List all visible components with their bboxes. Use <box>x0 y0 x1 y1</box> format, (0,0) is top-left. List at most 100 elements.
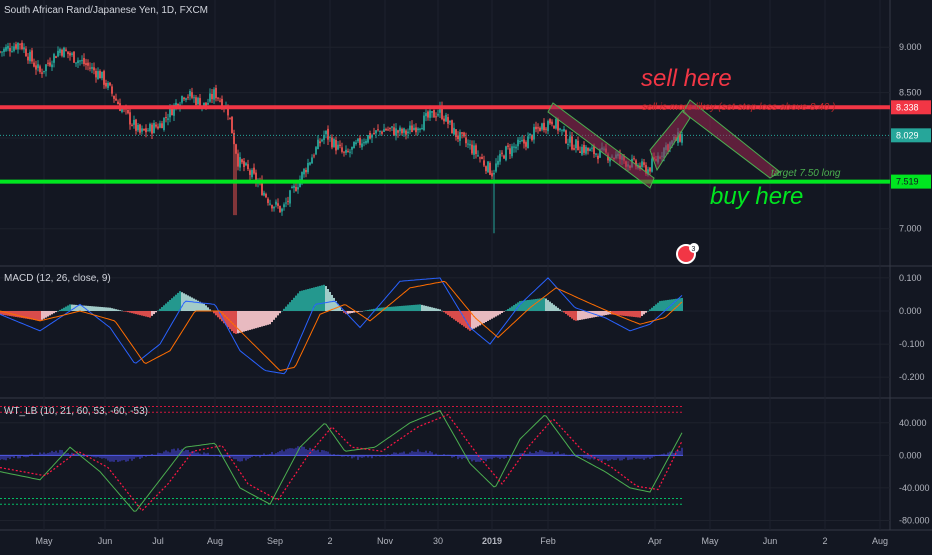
macd-histogram-bar <box>519 301 521 311</box>
macd-histogram-bar <box>277 311 279 316</box>
macd-histogram-bar <box>667 299 669 311</box>
wt-histogram-bar <box>385 455 387 457</box>
macd-histogram-bar <box>113 308 115 311</box>
macd-histogram-bar <box>311 287 313 311</box>
candle-body <box>513 146 515 148</box>
wt-histogram-bar <box>169 452 171 456</box>
wt-histogram-bar <box>283 451 285 456</box>
wt-histogram-bar <box>259 455 261 458</box>
wt-histogram-bar <box>463 455 465 458</box>
candle-body <box>129 112 131 125</box>
macd-pane[interactable] <box>0 277 683 375</box>
candle-body <box>457 135 459 140</box>
wt-histogram-bar <box>115 455 117 460</box>
macd-histogram-bar <box>557 307 559 311</box>
wt-histogram-bar <box>639 455 641 459</box>
candle-body <box>357 138 359 142</box>
candle-body <box>417 128 419 131</box>
candle-body <box>143 128 145 131</box>
candle-body <box>597 155 599 160</box>
wt-histogram-bar <box>307 450 309 456</box>
candle-body <box>535 126 537 130</box>
macd-histogram-bar <box>559 309 561 311</box>
candle-body <box>199 98 201 108</box>
x-tick-label: Jun <box>763 536 778 546</box>
candle-body <box>21 42 23 49</box>
candle-body <box>305 169 307 173</box>
macd-histogram-bar <box>373 308 375 311</box>
macd-histogram-bar <box>457 311 459 323</box>
macd-histogram-bar <box>475 311 477 328</box>
macd-histogram-bar <box>281 311 283 312</box>
macd-histogram-bar <box>567 311 569 316</box>
macd-histogram-bar <box>443 311 445 313</box>
wt-histogram-bar <box>365 455 367 457</box>
macd-histogram-bar <box>467 311 469 330</box>
wt-histogram-bar <box>207 452 209 456</box>
wt-histogram-bar <box>527 453 529 456</box>
wt-histogram-bar <box>607 455 609 461</box>
wt-histogram-bar <box>167 451 169 456</box>
candle-body <box>309 162 311 165</box>
wt-histogram-bar <box>665 454 667 456</box>
wt-histogram-bar <box>195 452 197 456</box>
wt-histogram-bar <box>315 450 317 456</box>
candle-body <box>207 103 209 105</box>
candle-body <box>89 67 91 69</box>
candle-body <box>83 58 85 65</box>
wt-histogram-bar <box>361 455 363 458</box>
macd-histogram-bar <box>357 311 359 312</box>
wt-histogram-bar <box>621 455 623 461</box>
wt-histogram-bar <box>299 448 301 456</box>
macd-histogram-bar <box>135 311 137 315</box>
candle-body <box>633 158 635 160</box>
candle-body <box>393 127 395 136</box>
candle-body <box>587 147 589 151</box>
macd-histogram-bar <box>511 306 513 311</box>
price-pane[interactable] <box>0 40 890 234</box>
wt-histogram-bar <box>69 454 71 456</box>
candle-body <box>141 128 143 132</box>
candle-body <box>593 145 595 155</box>
wt-histogram-bar <box>411 450 413 456</box>
macd-histogram-bar <box>85 305 87 311</box>
macd-histogram-bar <box>129 311 131 313</box>
candle-body <box>181 96 183 103</box>
macd-histogram-bar <box>547 300 549 311</box>
candle-body <box>237 153 239 167</box>
wt-histogram-bar <box>37 455 39 456</box>
candle-body <box>197 97 199 105</box>
wt-title: WT_LB (10, 21, 60, 53, -60, -53) <box>4 406 148 417</box>
macd-histogram-bar <box>221 311 223 322</box>
wt-pane[interactable] <box>0 406 683 512</box>
wt-histogram-bar <box>75 453 77 456</box>
wt-histogram-bar <box>19 455 21 459</box>
alert-badge[interactable]: 3 <box>676 243 699 264</box>
candle-body <box>57 50 59 57</box>
candle-body <box>241 159 243 163</box>
wt-histogram-bar <box>369 455 371 457</box>
candle-body <box>285 202 287 204</box>
macd-histogram-bar <box>549 301 551 311</box>
wt2-line <box>0 413 683 512</box>
wt-histogram-bar <box>487 455 489 459</box>
candle-body <box>609 158 611 162</box>
macd-histogram-bar <box>413 304 415 311</box>
wt-histogram-bar <box>105 455 107 459</box>
macd-histogram-bar <box>81 305 83 311</box>
candle-body <box>341 147 343 152</box>
wt-histogram-bar <box>363 455 365 458</box>
macd-histogram-bar <box>621 311 623 316</box>
candle-body <box>193 97 195 99</box>
macd-histogram-bar <box>603 311 605 316</box>
candle-body <box>151 124 153 134</box>
candle-body <box>595 153 597 155</box>
wt-histogram-bar <box>569 455 571 456</box>
wt-histogram-bar <box>409 452 411 456</box>
macd-histogram-bar <box>553 304 555 311</box>
macd-histogram-bar <box>445 311 447 314</box>
wt-histogram-bar <box>343 455 345 457</box>
candle-body <box>75 62 77 64</box>
macd-histogram-bar <box>341 309 343 311</box>
candle-body <box>167 118 169 120</box>
